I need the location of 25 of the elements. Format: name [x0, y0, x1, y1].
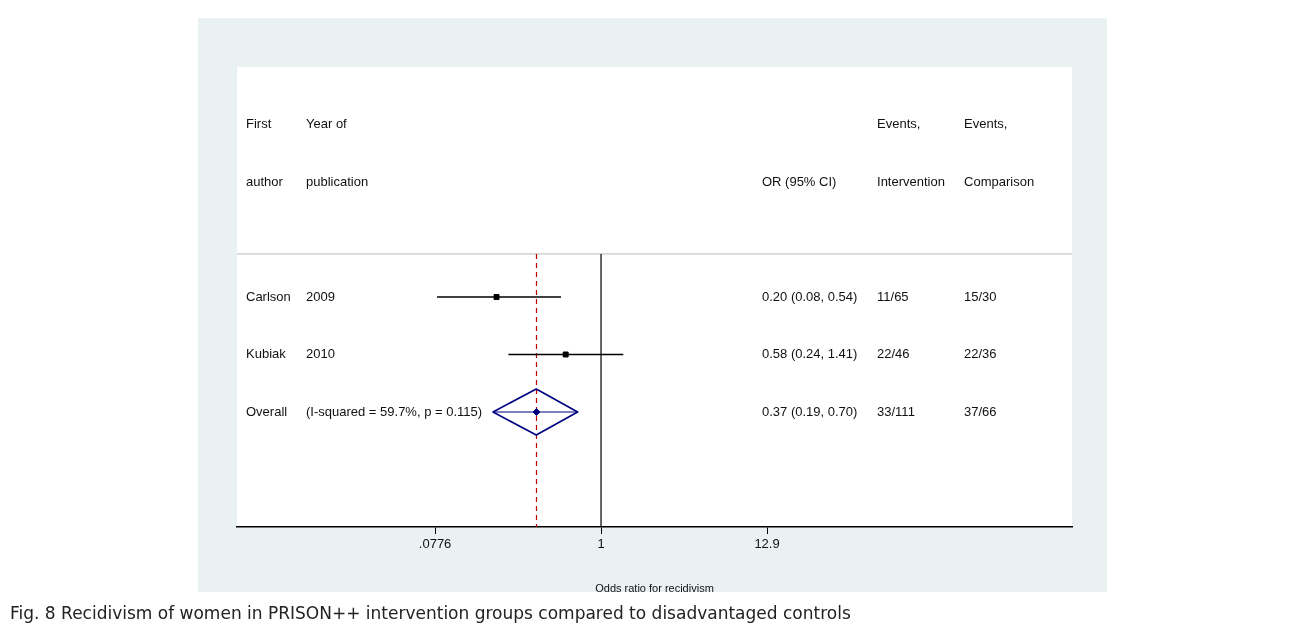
annotation: 0.58 (0.24, 1.41)	[761, 346, 858, 362]
text: First author	[246, 116, 283, 189]
text: Events, Comparison	[964, 116, 1035, 189]
annotation: 11/65	[877, 288, 909, 304]
y-tick-label: Kubiak	[246, 346, 287, 362]
annotation: 33/111	[877, 403, 915, 419]
y-tick-label: Carlson	[246, 288, 291, 304]
annotation: 15/30	[964, 288, 997, 304]
x-tick-label: 1	[597, 536, 605, 552]
annotation: 22/46	[877, 346, 910, 362]
y-tick-label: Overall	[246, 403, 288, 419]
annotation: 22/36	[964, 346, 997, 362]
annotation: 0.37 (0.19, 0.70)	[761, 403, 858, 419]
text: Year of publication	[306, 116, 369, 189]
annotation: 0.20 (0.08, 0.54)	[761, 288, 858, 304]
x-tick-label: 12.9	[754, 536, 780, 552]
annotation: 37/66	[964, 403, 997, 419]
text: Events, Intervention	[877, 116, 945, 189]
caption: Fig. 8 Recidivism of women in PRISON++ intervention groups compared to disadvantaged controls	[10, 603, 851, 623]
x-axis-title: Odds ratio for recidivism	[595, 582, 714, 595]
text: OR (95% CI)	[761, 173, 837, 189]
annotation: (I-squared = 59.7%, p = 0.115)	[306, 403, 483, 419]
x-tick-label: .0776	[418, 536, 452, 552]
annotation: 2009	[306, 288, 335, 304]
annotation: 2010	[306, 346, 335, 362]
